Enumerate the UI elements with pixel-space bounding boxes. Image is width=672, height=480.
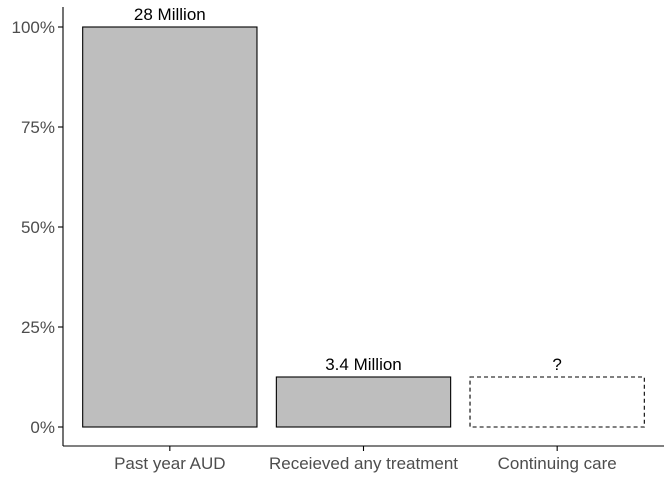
x-tick-label: Continuing care (498, 454, 617, 473)
x-tick-label: Past year AUD (114, 454, 226, 473)
y-tick-label: 100% (12, 18, 55, 37)
data-labels: 28 Million 3.4 Million? (134, 5, 562, 374)
bar-value-label: 28 Million (134, 5, 206, 24)
x-axis-ticks: Past year AUD Receieved any treatment Cont… (114, 446, 617, 473)
y-tick-label: 0% (30, 418, 55, 437)
bar (469, 376, 645, 428)
bar-value-label: ? (552, 355, 561, 374)
x-tick-label: Receieved any treatment (269, 454, 458, 473)
bar (275, 376, 452, 428)
bars (82, 26, 645, 428)
y-axis-ticks: 0% 25% 50% 75% 100% (12, 18, 63, 437)
y-tick-label: 50% (21, 218, 55, 237)
bar-value-label: 3.4 Million (325, 355, 402, 374)
y-tick-label: 75% (21, 118, 55, 137)
y-tick-label: 25% (21, 318, 55, 337)
bar (82, 26, 258, 428)
